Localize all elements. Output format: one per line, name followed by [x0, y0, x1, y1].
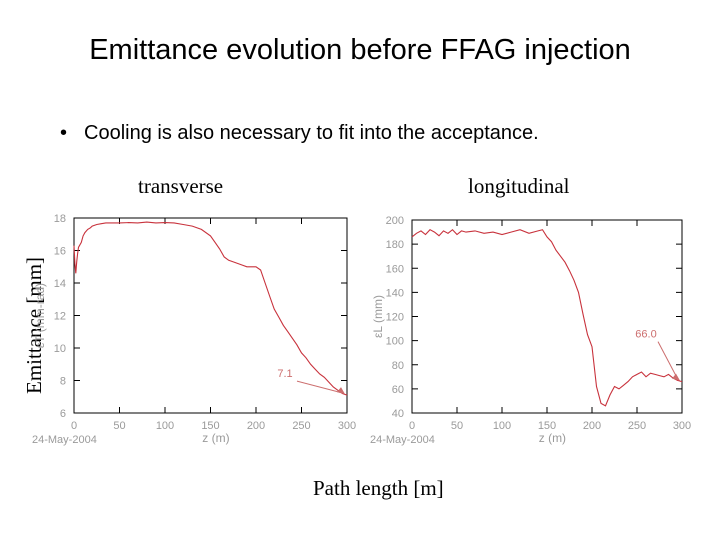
- chart-longitudinal-xtick-label: 100: [493, 420, 511, 432]
- chart-longitudinal-ytick-label: 120: [386, 312, 404, 324]
- chart-longitudinal-annotation-arrowhead: [672, 373, 680, 381]
- chart-longitudinal-xtick-label: 300: [673, 420, 691, 432]
- chart-transverse-xtick-label: 0: [71, 420, 77, 432]
- chart-transverse-date: 24-May-2004: [32, 434, 97, 446]
- chart-longitudinal-frame: [411, 219, 683, 414]
- chart-longitudinal-ytick-label: 40: [392, 408, 404, 420]
- chart-longitudinal-ytick-label: 180: [386, 239, 404, 251]
- chart-longitudinal-annotation-arrow: [657, 341, 679, 380]
- chart-longitudinal-ytick-label: 60: [392, 384, 404, 396]
- chart-transverse-ytick-label: 14: [54, 278, 66, 290]
- chart-transverse-xtick-label: 250: [292, 420, 310, 432]
- chart-transverse-ytick-label: 6: [60, 408, 66, 420]
- chart-longitudinal-series-line: [411, 228, 683, 407]
- chart-transverse-series-line: [73, 221, 348, 396]
- chart-transverse-ylabel: εT (mm-rad): [33, 283, 47, 348]
- chart-longitudinal-xtick-label: 250: [628, 420, 646, 432]
- chart-transverse-xlabel: z (m): [202, 431, 229, 445]
- chart-longitudinal-xlabel: z (m): [539, 431, 566, 445]
- chart-transverse-ytick-label: 10: [54, 343, 66, 355]
- chart-transverse-ytick-label: 8: [60, 376, 66, 388]
- chart-longitudinal-ytick-label: 160: [386, 263, 404, 275]
- chart-transverse-xtick-label: 100: [156, 420, 174, 432]
- chart-transverse-ytick-label: 18: [54, 213, 66, 225]
- bullet-point: • Cooling is also necessary to fit into t…: [60, 122, 539, 145]
- label-transverse: transverse: [138, 174, 224, 198]
- bullet-text: Cooling is also necessary to fit into th…: [84, 122, 539, 144]
- chart-transverse-xtick-label: 50: [113, 420, 125, 432]
- chart-transverse-annotation-arrow: [296, 380, 344, 394]
- chart-longitudinal-date: 24-May-2004: [370, 434, 435, 446]
- chart-transverse-annotation-label: 7.1: [277, 368, 292, 380]
- chart-longitudinal-ytick-label: 80: [392, 360, 404, 372]
- chart-transverse-ytick-label: 12: [54, 311, 66, 323]
- chart-transverse-ytick-label: 16: [54, 246, 66, 258]
- slide-title: Emittance evolution before FFAG injectio…: [89, 34, 631, 66]
- chart-longitudinal-xtick-label: 0: [409, 420, 415, 432]
- chart-longitudinal-ytick-label: 100: [386, 336, 404, 348]
- chart-transverse-xtick-label: 150: [201, 420, 219, 432]
- chart-longitudinal-ylabel: εL (mm): [371, 295, 385, 338]
- chart-longitudinal-xtick-label: 200: [583, 420, 601, 432]
- chart-longitudinal-xtick-label: 50: [451, 420, 463, 432]
- chart-longitudinal-xtick-label: 150: [538, 420, 556, 432]
- chart-longitudinal-annotation-label: 66.0: [635, 329, 656, 341]
- chart-transverse-xtick-label: 300: [338, 420, 356, 432]
- label-longitudinal: longitudinal: [468, 174, 570, 198]
- bullet-dot-icon: •: [60, 122, 68, 144]
- chart-longitudinal-ytick-label: 140: [386, 287, 404, 299]
- chart-longitudinal-ytick-label: 200: [386, 215, 404, 227]
- label-path-length: Path length [m]: [313, 476, 444, 500]
- chart-transverse-xtick-label: 200: [247, 420, 265, 432]
- chart-transverse-annotation-arrowhead: [337, 387, 345, 395]
